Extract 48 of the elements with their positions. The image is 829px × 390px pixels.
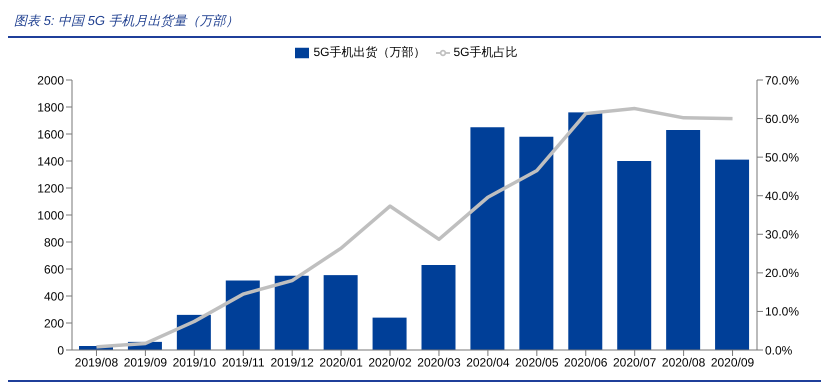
chart-title: 图表 5: 中国 5G 手机月出货量（万部） (8, 8, 821, 38)
x-tick-label: 2019/11 (222, 356, 265, 370)
y2-tick-label: 30.0% (765, 228, 800, 242)
bar (274, 276, 309, 350)
y-tick-label: 0 (57, 343, 64, 358)
x-tick-label: 2020/03 (417, 356, 461, 370)
bar (617, 161, 652, 350)
y-tick-label: 600 (44, 262, 64, 276)
legend-label: 5G手机出货（万部） (313, 45, 426, 59)
x-tick-label: 2020/04 (466, 356, 510, 370)
x-tick-label: 2020/09 (710, 356, 755, 370)
y-tick-label: 1800 (37, 100, 64, 114)
y-tick-label: 200 (44, 316, 64, 330)
bar (519, 136, 554, 350)
y2-tick-label: 60.0% (765, 112, 800, 126)
y-tick-label: 800 (44, 235, 64, 250)
bar (666, 130, 700, 350)
y2-tick-label: 20.0% (765, 266, 800, 280)
bar (226, 280, 260, 350)
x-tick-label: 2019/10 (172, 356, 216, 370)
x-tick-label: 2020/02 (368, 356, 412, 370)
bar (324, 275, 358, 350)
y2-tick-label: 0.0% (765, 343, 793, 358)
x-tick-label: 2020/05 (515, 356, 559, 370)
x-tick-label: 2020/01 (319, 356, 364, 370)
bar (422, 264, 456, 350)
y2-tick-label: 10.0% (765, 304, 800, 319)
y-tick-label: 1600 (37, 127, 64, 142)
bar (568, 112, 602, 350)
x-tick-label: 2020/08 (662, 356, 706, 370)
y-tick-label: 1400 (37, 154, 64, 168)
x-tick-label: 2019/12 (270, 356, 314, 370)
legend-label: 5G手机占比 (454, 45, 518, 59)
y2-tick-label: 40.0% (765, 188, 800, 203)
x-tick-label: 2019/09 (124, 356, 168, 370)
y2-tick-label: 70.0% (765, 73, 800, 88)
x-tick-label: 2019/08 (74, 356, 118, 370)
bar (470, 127, 504, 350)
y-tick-label: 400 (44, 289, 64, 304)
x-tick-label: 2020/06 (564, 356, 608, 370)
y-tick-label: 1200 (37, 181, 64, 196)
line-series (94, 106, 734, 349)
y2-tick-label: 50.0% (765, 150, 800, 164)
y-tick-label: 2000 (37, 73, 64, 88)
bar (372, 318, 407, 350)
bar (715, 160, 750, 350)
y-tick-label: 1000 (37, 208, 64, 222)
x-tick-label: 2020/07 (612, 356, 657, 370)
